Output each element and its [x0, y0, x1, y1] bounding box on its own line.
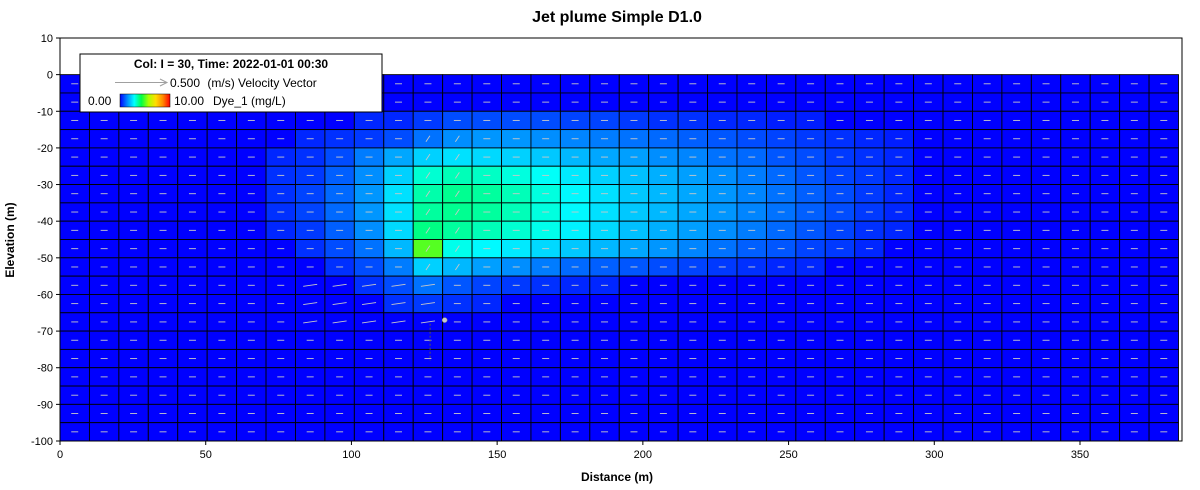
source-marker: [441, 317, 448, 323]
velocity-vector: [425, 153, 431, 161]
velocity-vector: [425, 208, 431, 216]
y-tick-label: -100: [31, 436, 53, 448]
y-tick-label: -40: [37, 216, 53, 228]
velocity-vector: [454, 135, 460, 142]
velocity-vector: [303, 283, 318, 287]
x-axis-title: Distance (m): [581, 470, 653, 484]
y-tick-label: -10: [37, 106, 53, 118]
velocity-vector: [454, 227, 460, 234]
velocity-vector: [454, 245, 460, 252]
y-tick-label: -90: [37, 399, 53, 411]
legend-vector-arrow-head-icon: [159, 78, 169, 87]
legend-vector-value-text: 0.500: [170, 76, 200, 90]
y-tick-label: 0: [47, 70, 53, 82]
velocity-vector: [425, 245, 431, 252]
y-tick-label: -50: [37, 253, 53, 265]
velocity-vector: [454, 190, 460, 197]
plot-area: [59, 74, 1179, 442]
y-tick-label: -20: [37, 143, 53, 155]
velocity-vector: [361, 283, 377, 287]
velocity-vector: [332, 320, 347, 324]
velocity-vector: [361, 320, 377, 324]
y-tick-label: 10: [41, 33, 53, 45]
velocity-vector: [391, 302, 406, 306]
velocity-vector: [361, 302, 377, 306]
x-tick-label: 50: [200, 449, 212, 461]
x-tick-label: 100: [342, 449, 360, 461]
velocity-vector: [454, 153, 460, 161]
velocity-vector: [332, 302, 347, 306]
velocity-vector: [454, 172, 460, 179]
x-tick-label: 200: [634, 449, 652, 461]
velocity-vector: [454, 208, 460, 216]
axes: 0 50 100 150 200 250 300 350100-10-20-30-40-50-…: [31, 33, 1183, 461]
velocity-vector: [425, 190, 431, 197]
x-tick-label: 250: [779, 449, 797, 461]
y-tick-label: -30: [37, 180, 53, 192]
x-tick-label: 150: [488, 449, 506, 461]
velocity-vector: [303, 320, 318, 324]
y-tick-label: -60: [37, 289, 53, 301]
legend-scale-min: 0.00: [88, 94, 112, 108]
velocity-vector: [425, 172, 431, 179]
y-tick-label: -70: [37, 326, 53, 338]
x-tick-label: 300: [925, 449, 943, 461]
legend-scale-label: Dye_1 (mg/L): [213, 94, 286, 108]
velocity-vector: [425, 227, 431, 234]
velocity-vector: [420, 302, 435, 306]
legend-scale-max: 10.00: [174, 94, 204, 108]
y-tick-label: -80: [37, 363, 53, 375]
chart-title: Jet plume Simple D1.0: [532, 9, 702, 26]
velocity-vector: [420, 283, 435, 287]
legend-header: Col: I = 30, Time: 2022-01-01 00:30: [134, 57, 329, 71]
velocity-vector: [454, 263, 460, 271]
velocity-vector: [391, 320, 406, 324]
velocity-vector: [332, 283, 347, 287]
legend-vector-label: (m/s) Velocity Vector: [207, 76, 316, 90]
velocity-vector: [425, 135, 431, 142]
legend-colorbar: [119, 93, 171, 108]
x-tick-label: 350: [1071, 449, 1089, 461]
legend: Col: I = 30, Time: 2022-01-01 00:30 0.50…: [79, 53, 383, 113]
velocity-vector: [425, 263, 431, 271]
velocity-vector: [420, 320, 435, 324]
velocity-vector: [303, 302, 318, 306]
y-axis-title: Elevation (m): [3, 202, 17, 277]
legend-vector-value: 0.500 (m/s) Velocity Vector: [170, 76, 317, 90]
plot-frame: [59, 37, 1183, 442]
x-tick-label: 0: [57, 449, 63, 461]
velocity-vector: [391, 283, 406, 287]
